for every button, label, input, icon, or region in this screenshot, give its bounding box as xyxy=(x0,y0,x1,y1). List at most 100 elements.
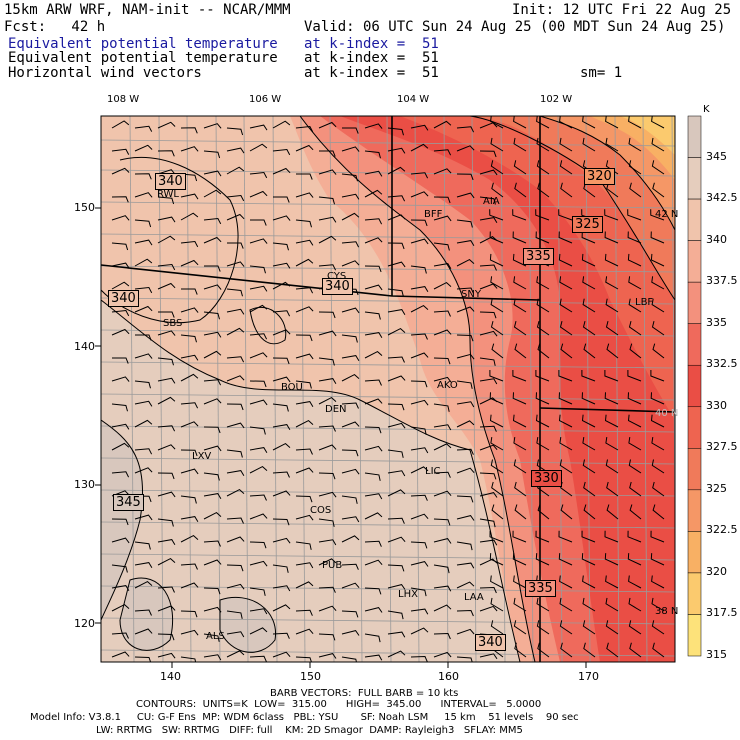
wind-barb xyxy=(479,264,497,271)
x-tick-150: 150 xyxy=(300,670,321,683)
wind-barb xyxy=(456,401,475,408)
wind-barb xyxy=(410,124,429,131)
wind-barb xyxy=(627,253,642,267)
wind-barb xyxy=(387,584,406,590)
wind-barb xyxy=(479,605,498,612)
wind-barb xyxy=(456,219,473,228)
wind-barb xyxy=(387,309,406,315)
wind-barb xyxy=(157,396,176,405)
wind-barb xyxy=(111,120,130,129)
wind-barbs xyxy=(111,116,665,662)
wind-barb xyxy=(180,354,199,361)
wind-barb xyxy=(364,123,383,129)
wind-barb xyxy=(651,276,665,290)
colorbar-swatch xyxy=(687,489,702,532)
wind-barb xyxy=(364,350,383,359)
wind-barb xyxy=(652,642,665,658)
wind-barb xyxy=(513,437,527,451)
wind-barb xyxy=(272,310,291,317)
wind-barb xyxy=(650,414,665,428)
county-line xyxy=(101,393,675,401)
wind-barb xyxy=(134,562,153,568)
wind-barb xyxy=(203,540,221,547)
wind-barb xyxy=(318,264,337,271)
wind-barb xyxy=(295,448,313,455)
wind-barb xyxy=(628,597,642,612)
wind-barb xyxy=(134,239,153,246)
wind-barb xyxy=(318,357,335,366)
wind-barb xyxy=(157,282,176,290)
wind-barb xyxy=(433,403,450,412)
wind-barb xyxy=(627,231,642,244)
wind-barb xyxy=(535,530,550,543)
wind-barb xyxy=(456,258,475,267)
lon-label-104w: 104 W xyxy=(397,94,430,105)
county-line xyxy=(101,425,675,433)
contour-label: 340 xyxy=(475,634,506,651)
wind-barb xyxy=(433,471,451,478)
wind-barb xyxy=(606,504,619,520)
wind-barb xyxy=(490,137,504,152)
county-line xyxy=(215,116,221,662)
station-pub: PUB xyxy=(322,560,343,571)
contour-label: 335 xyxy=(523,248,554,265)
wind-barb xyxy=(226,650,245,658)
wind-barb xyxy=(387,242,405,250)
wind-barb xyxy=(272,651,291,658)
contour-label: 320 xyxy=(584,168,615,185)
wind-barb xyxy=(249,399,268,406)
wind-barb xyxy=(479,586,497,594)
wind-barb xyxy=(158,311,175,318)
wind-barb xyxy=(295,353,314,360)
wind-barb xyxy=(410,466,429,474)
wind-barb xyxy=(203,150,221,159)
wind-barb xyxy=(489,553,504,566)
wind-barb xyxy=(410,191,429,198)
wind-barb xyxy=(605,116,619,129)
wind-barb xyxy=(604,231,619,244)
wind-barb xyxy=(318,653,337,659)
colorbar-swatch xyxy=(687,198,702,241)
lat-label-40n: 40 N xyxy=(655,408,679,419)
wind-barb xyxy=(387,650,406,658)
wind-barb xyxy=(628,160,642,175)
wind-barb xyxy=(650,392,665,405)
wind-barb xyxy=(456,562,475,569)
wind-barb xyxy=(364,540,382,547)
wind-barb xyxy=(628,276,642,290)
wind-barb xyxy=(226,422,245,429)
wind-barb xyxy=(652,182,665,198)
wind-barb xyxy=(512,530,527,543)
wind-barb xyxy=(581,414,596,428)
footer-contours: CONTOURS: UNITS=K LOW= 315.00 HIGH= 345.… xyxy=(136,699,542,710)
wind-barb xyxy=(203,217,222,225)
wind-barb xyxy=(491,504,504,520)
wind-barb xyxy=(583,642,596,658)
wind-barb xyxy=(456,467,475,474)
wind-barb xyxy=(490,437,504,451)
wind-barb xyxy=(203,236,222,244)
wind-barb xyxy=(491,182,504,198)
wind-barb xyxy=(535,370,550,382)
wind-barb xyxy=(341,212,360,221)
wind-barb xyxy=(479,330,498,337)
wind-barb xyxy=(489,209,504,221)
wind-barb xyxy=(249,587,266,596)
wind-barb xyxy=(387,166,406,175)
wind-barb xyxy=(410,380,428,388)
wind-barb xyxy=(111,603,130,612)
wind-barb xyxy=(627,370,642,382)
county-line xyxy=(101,553,675,561)
station-bff: BFF xyxy=(424,209,443,220)
lon-label-102w: 102 W xyxy=(540,94,573,105)
wind-barb xyxy=(203,379,222,386)
wind-barb xyxy=(341,656,357,662)
wind-barb xyxy=(364,426,382,434)
county-line xyxy=(101,329,675,337)
wind-barb xyxy=(490,116,504,129)
wind-barb xyxy=(341,468,360,475)
wind-barb xyxy=(560,504,573,520)
contour-label: 340 xyxy=(155,173,186,190)
wind-barb xyxy=(295,628,314,635)
